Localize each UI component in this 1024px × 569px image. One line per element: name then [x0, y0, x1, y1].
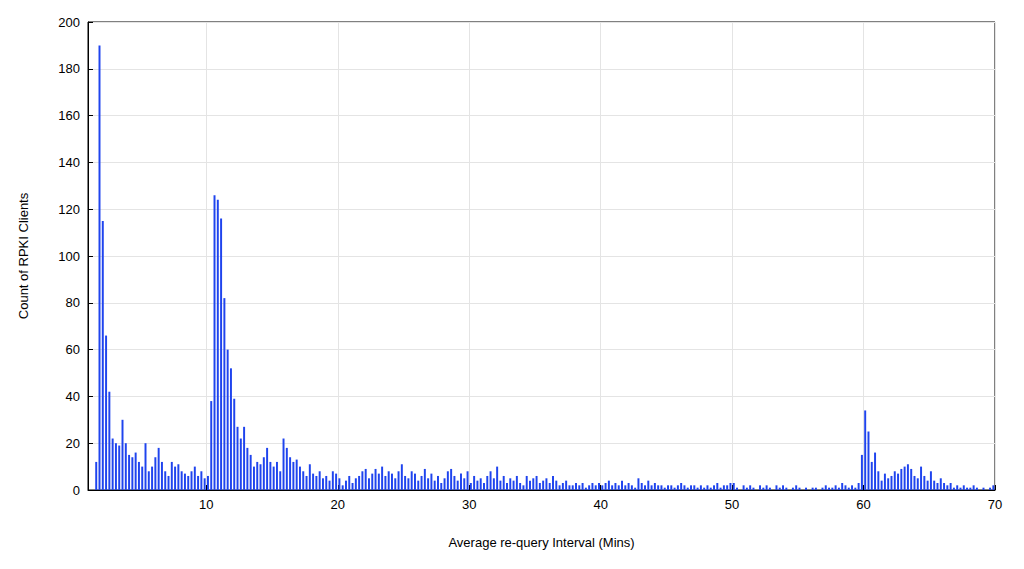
- svg-text:Average re-query Interval (Min: Average re-query Interval (Mins): [448, 535, 634, 550]
- svg-text:30: 30: [462, 497, 476, 512]
- svg-text:70: 70: [988, 497, 1002, 512]
- svg-text:100: 100: [58, 249, 80, 264]
- svg-text:50: 50: [725, 497, 739, 512]
- svg-text:200: 200: [58, 15, 80, 30]
- svg-text:10: 10: [199, 497, 213, 512]
- svg-text:20: 20: [66, 436, 80, 451]
- svg-text:60: 60: [856, 497, 870, 512]
- svg-text:60: 60: [66, 342, 80, 357]
- svg-text:40: 40: [66, 389, 80, 404]
- svg-text:180: 180: [58, 61, 80, 76]
- svg-text:20: 20: [331, 497, 345, 512]
- svg-text:Count of RPKI Clients: Count of RPKI Clients: [16, 192, 31, 319]
- svg-text:80: 80: [66, 295, 80, 310]
- svg-text:40: 40: [593, 497, 607, 512]
- svg-text:140: 140: [58, 155, 80, 170]
- svg-text:120: 120: [58, 202, 80, 217]
- svg-text:160: 160: [58, 108, 80, 123]
- svg-text:0: 0: [73, 483, 80, 498]
